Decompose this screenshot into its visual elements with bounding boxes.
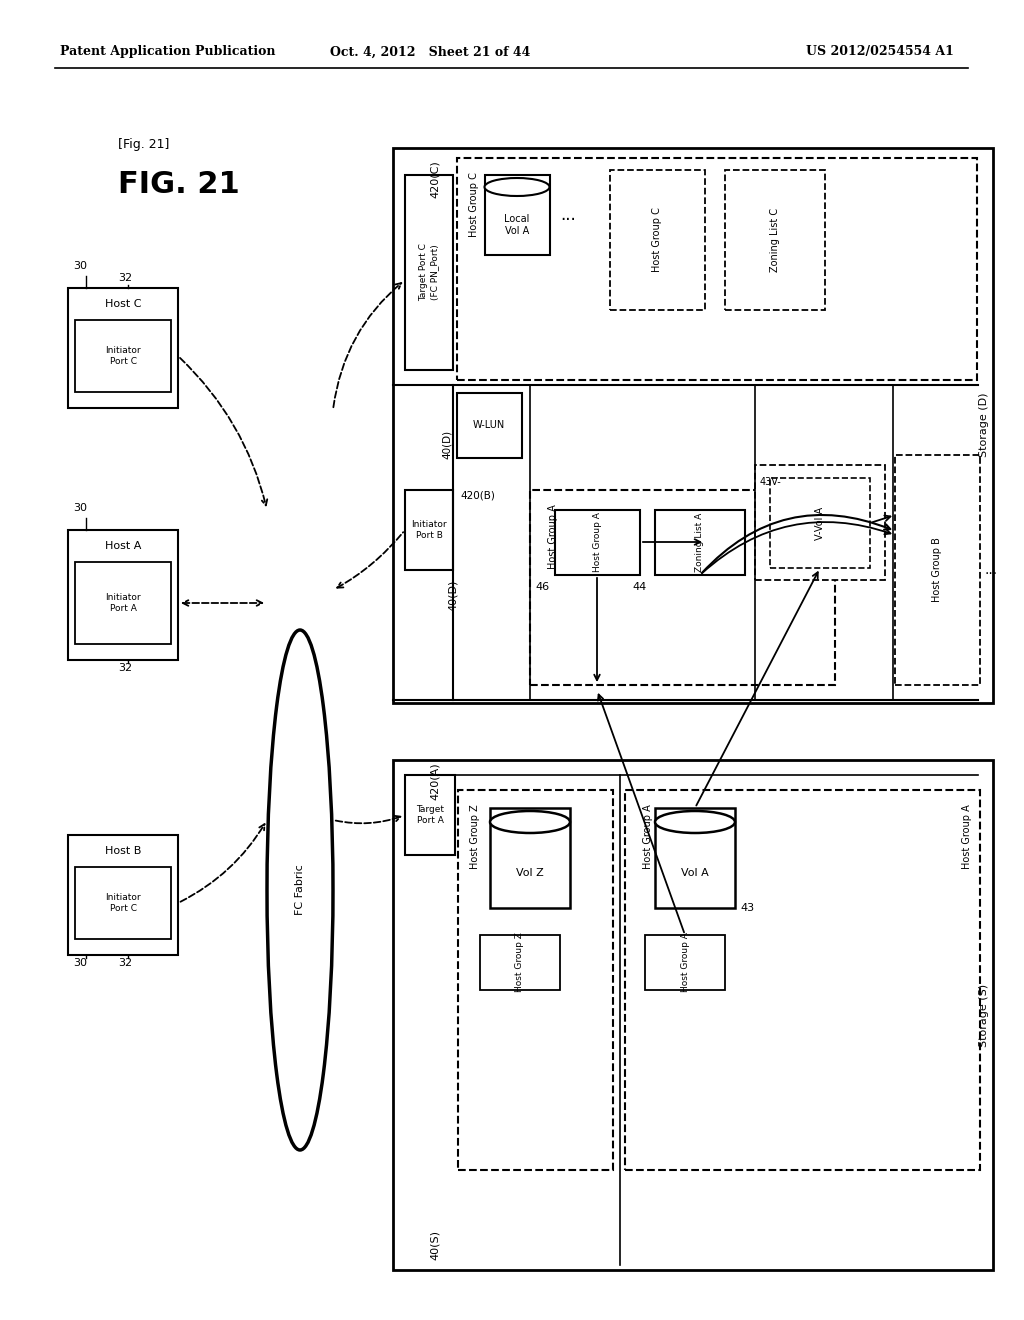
Bar xyxy=(457,393,522,458)
Bar xyxy=(406,490,453,570)
Bar xyxy=(770,478,870,568)
Text: W-LUN: W-LUN xyxy=(473,420,505,430)
Bar xyxy=(555,510,640,576)
Text: 32: 32 xyxy=(118,958,132,968)
Text: 420(C): 420(C) xyxy=(430,160,440,198)
Text: Host C: Host C xyxy=(104,300,141,309)
Text: Host A: Host A xyxy=(104,541,141,550)
Bar xyxy=(458,789,613,1170)
Text: ...: ... xyxy=(985,564,998,577)
Text: US 2012/0254554 A1: US 2012/0254554 A1 xyxy=(806,45,954,58)
Text: Host Group A: Host Group A xyxy=(681,932,689,991)
Text: 40(S): 40(S) xyxy=(430,1230,440,1261)
Bar xyxy=(393,148,993,704)
Bar xyxy=(490,808,570,908)
Text: FC Fabric: FC Fabric xyxy=(295,865,305,915)
Text: 30: 30 xyxy=(73,958,87,968)
Text: Host Group B: Host Group B xyxy=(932,537,942,602)
Ellipse shape xyxy=(490,810,570,833)
Text: Oct. 4, 2012   Sheet 21 of 44: Oct. 4, 2012 Sheet 21 of 44 xyxy=(330,45,530,58)
Bar xyxy=(645,935,725,990)
Text: Host Group A: Host Group A xyxy=(962,804,972,869)
Bar xyxy=(75,319,171,392)
Bar xyxy=(457,158,977,380)
Text: Host Group Z: Host Group Z xyxy=(470,804,480,869)
Bar xyxy=(406,775,455,855)
Text: 32: 32 xyxy=(118,663,132,673)
Text: 30: 30 xyxy=(73,261,87,271)
Text: Storage (D): Storage (D) xyxy=(979,393,989,457)
Bar xyxy=(75,867,171,939)
Text: V-Vol A: V-Vol A xyxy=(815,507,825,540)
Bar xyxy=(75,562,171,644)
Text: Local
Vol A: Local Vol A xyxy=(504,214,529,236)
Text: 46: 46 xyxy=(535,582,549,591)
Bar xyxy=(655,808,735,908)
Bar xyxy=(485,176,550,255)
Text: 44: 44 xyxy=(633,582,647,591)
Bar xyxy=(393,760,993,1270)
Text: 30: 30 xyxy=(73,503,87,513)
Text: FIG. 21: FIG. 21 xyxy=(118,170,240,199)
Text: Host Group Z: Host Group Z xyxy=(515,932,524,991)
Ellipse shape xyxy=(655,810,735,833)
Bar xyxy=(406,176,453,370)
Text: Host Group C: Host Group C xyxy=(469,172,479,236)
Text: Initiator
Port B: Initiator Port B xyxy=(412,520,446,540)
Text: 40(D): 40(D) xyxy=(449,579,458,611)
Text: [Fig. 21]: [Fig. 21] xyxy=(118,139,169,150)
Text: Vol Z: Vol Z xyxy=(516,869,544,878)
Text: 40(D): 40(D) xyxy=(442,430,452,459)
Ellipse shape xyxy=(267,630,333,1150)
Text: Target Port C
(FC PN_Port): Target Port C (FC PN_Port) xyxy=(419,243,438,301)
Bar xyxy=(725,170,825,310)
Text: 420(B): 420(B) xyxy=(460,490,495,500)
Text: Zoning List A: Zoning List A xyxy=(695,512,705,572)
Text: Initiator
Port C: Initiator Port C xyxy=(105,894,141,912)
Text: Initiator
Port C: Initiator Port C xyxy=(105,346,141,366)
Text: Initiator
Port A: Initiator Port A xyxy=(105,593,141,612)
Text: 420(A): 420(A) xyxy=(430,762,440,800)
Bar xyxy=(480,935,560,990)
Text: Storage (S): Storage (S) xyxy=(979,983,989,1047)
Bar xyxy=(655,510,745,576)
Text: Zoning List C: Zoning List C xyxy=(770,209,780,272)
Text: Host Group A: Host Group A xyxy=(548,504,558,569)
Text: Host Group A: Host Group A xyxy=(593,512,601,572)
Text: 43: 43 xyxy=(740,903,754,913)
Ellipse shape xyxy=(484,178,550,195)
Bar xyxy=(68,836,178,954)
Bar xyxy=(895,455,980,685)
Text: Host Group A: Host Group A xyxy=(643,804,653,869)
Bar xyxy=(625,789,980,1170)
Text: 43V-: 43V- xyxy=(760,477,781,487)
Text: Host Group C: Host Group C xyxy=(652,207,662,272)
Bar xyxy=(610,170,705,310)
Text: Host B: Host B xyxy=(104,846,141,855)
Text: Patent Application Publication: Patent Application Publication xyxy=(60,45,275,58)
Text: ...: ... xyxy=(560,206,575,224)
Text: 32: 32 xyxy=(118,273,132,282)
Bar xyxy=(530,490,835,685)
Bar xyxy=(68,288,178,408)
Text: Vol A: Vol A xyxy=(681,869,709,878)
Bar xyxy=(755,465,885,579)
Bar xyxy=(68,531,178,660)
Text: Target
Port A: Target Port A xyxy=(416,805,444,825)
